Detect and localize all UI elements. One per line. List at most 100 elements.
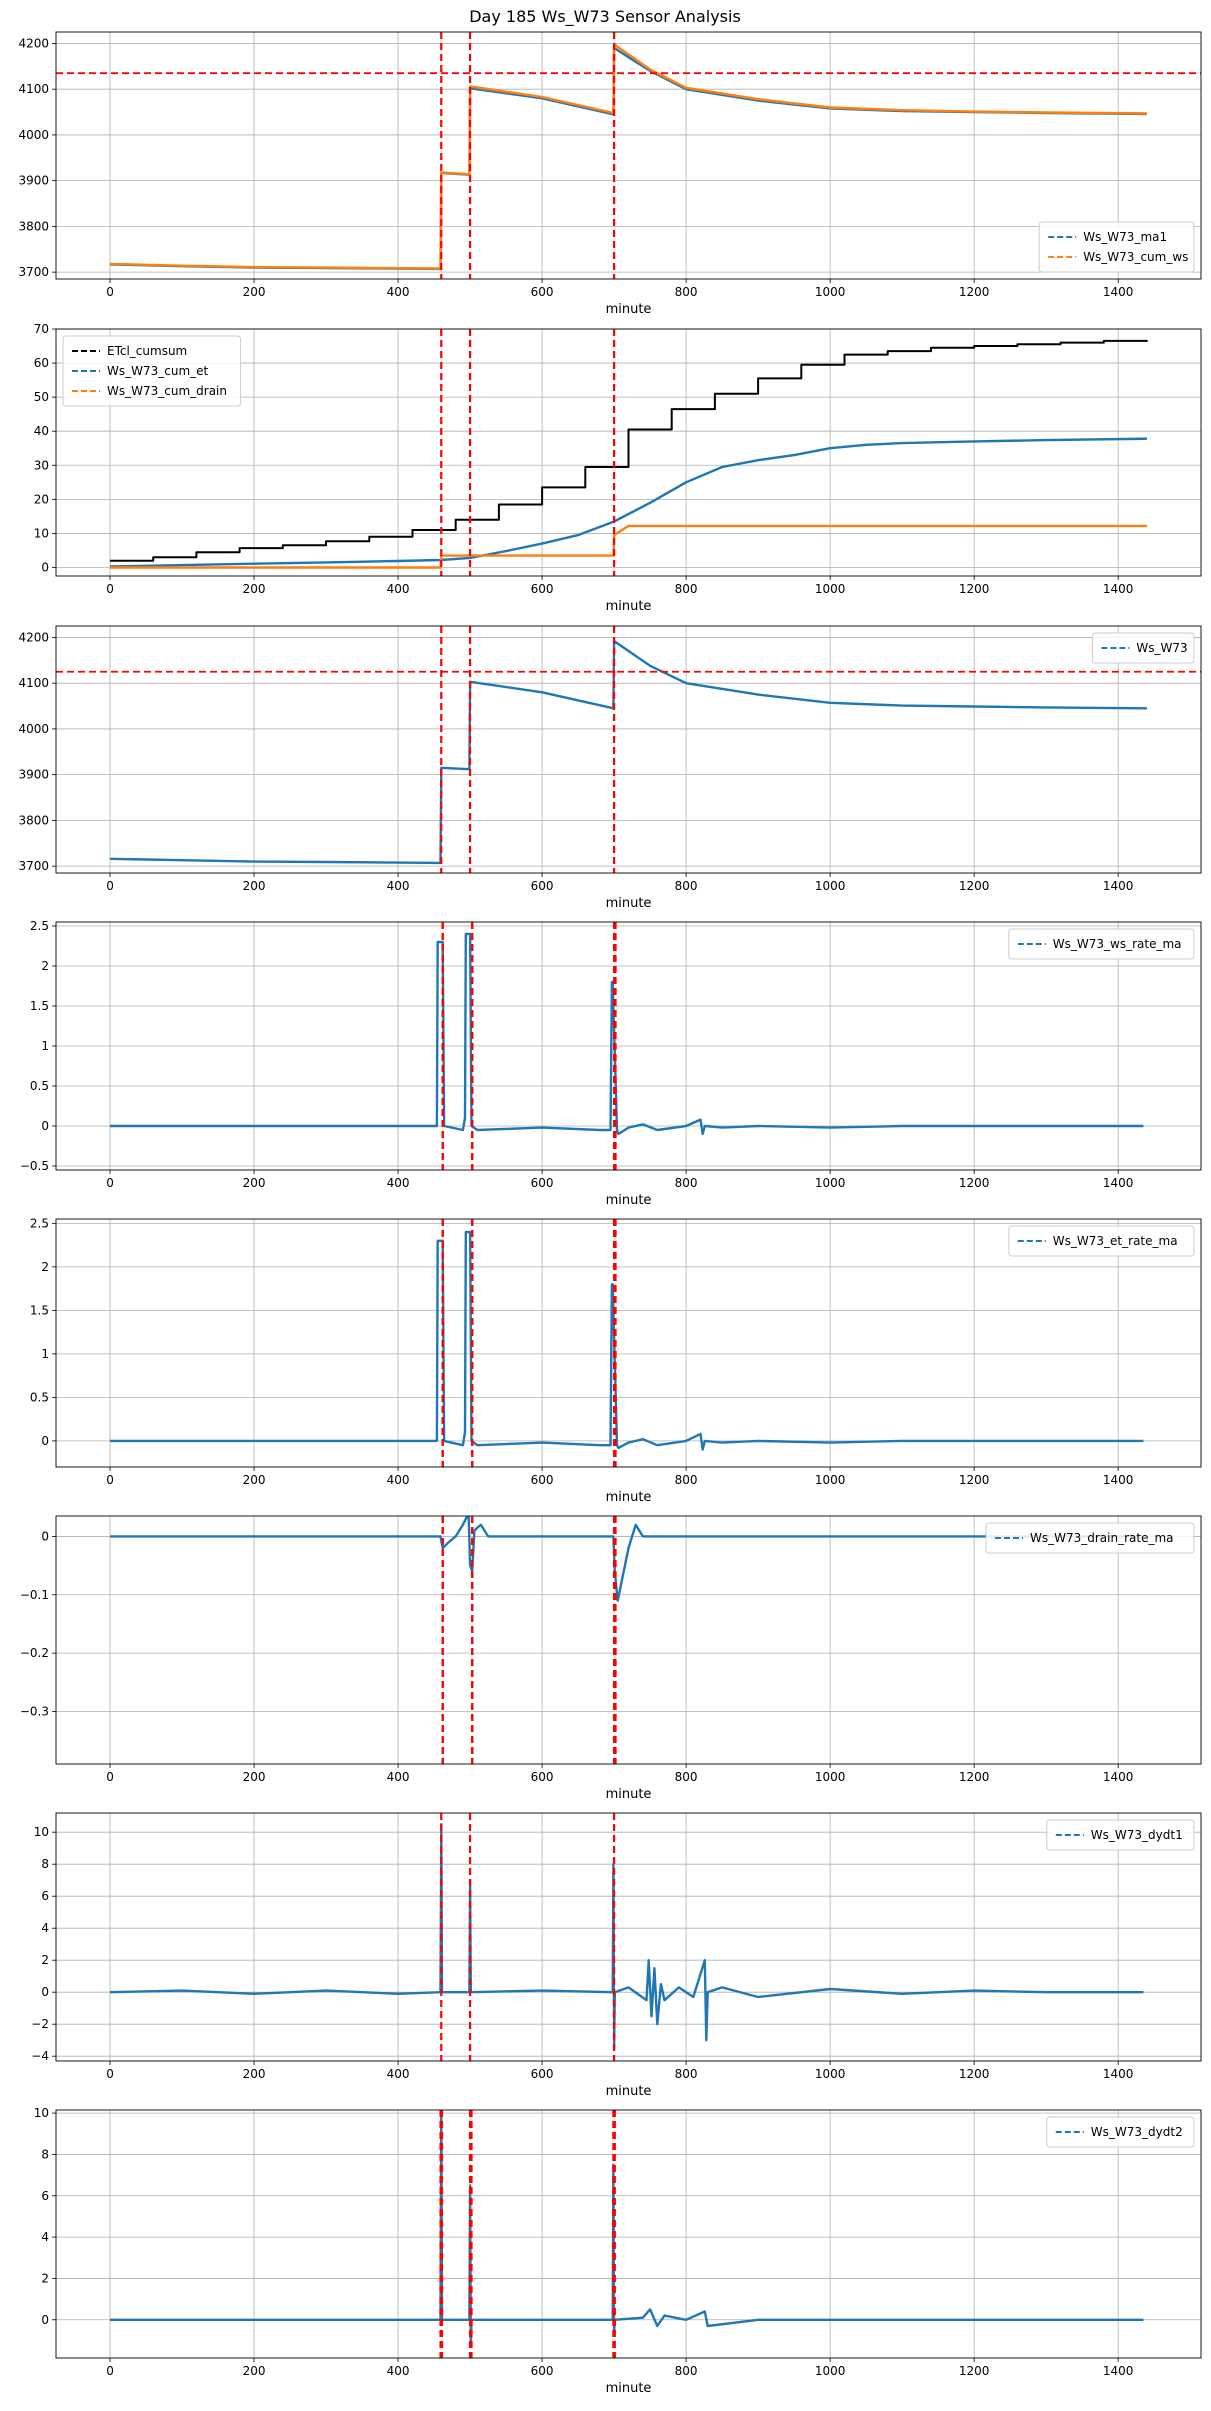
y-tick-label: 2.5 [30, 1216, 49, 1230]
x-tick-label: 200 [243, 582, 266, 596]
y-tick-label: 30 [34, 458, 49, 472]
legend-entry: Ws_W73_drain_rate_ma [1030, 1531, 1174, 1545]
y-tick-label: 0 [41, 1985, 49, 1999]
y-tick-label: 1 [41, 1039, 49, 1053]
x-tick-label: 1400 [1103, 2364, 1134, 2378]
x-tick-label: 1000 [815, 285, 846, 299]
legend-entry: Ws_W73_dydt1 [1091, 1828, 1183, 1842]
x-tick-label: 1400 [1103, 582, 1134, 596]
x-axis-label: minute [606, 2084, 652, 2099]
x-tick-label: 1000 [815, 2067, 846, 2081]
x-tick-label: 600 [531, 2364, 554, 2378]
axes-frame [55, 1218, 1202, 1468]
figure-title: Day 185 Ws_W73 Sensor Analysis [469, 7, 741, 27]
x-tick-label: 1200 [959, 582, 990, 596]
y-tick-label: 0.5 [30, 1390, 49, 1404]
y-tick-label: 1.5 [30, 999, 49, 1013]
legend-entry: Ws_W73_ma1 [1083, 230, 1167, 244]
x-tick-label: 1000 [815, 1770, 846, 1784]
subplot-5: 0 200 400 600 800 1000 1200 1400 0 0.5 1 1.5 2 2.5 min… [30, 1216, 1202, 1505]
plot-area [110, 1219, 1144, 1467]
x-tick-label: 200 [243, 879, 266, 893]
x-tick-label: 0 [106, 2067, 114, 2081]
legend-entry: Ws_W73_dydt2 [1091, 2125, 1183, 2139]
y-tick-label: 4 [41, 1921, 49, 1935]
plot-area [56, 626, 1201, 873]
y-tick-label: 4000 [18, 722, 49, 736]
x-tick-label: 400 [387, 2364, 410, 2378]
legend-box [985, 1522, 1195, 1554]
x-tick-label: 400 [387, 879, 410, 893]
x-tick-label: 400 [387, 1473, 410, 1487]
legend: Ws_W73_drain_rate_ma [985, 1522, 1195, 1554]
legend-box [1008, 1225, 1195, 1257]
y-tick-label: 0.5 [30, 1079, 49, 1093]
x-tick-label: 1400 [1103, 1176, 1134, 1190]
y-tick-label: −0.2 [20, 1646, 49, 1660]
y-tick-label: −2 [31, 2017, 49, 2031]
x-tick-label: 1000 [815, 1176, 846, 1190]
y-tick-label: 10 [34, 1825, 49, 1839]
x-axis-label: minute [606, 1193, 652, 1208]
x-tick-label: 1000 [815, 582, 846, 596]
x-tick-label: 0 [106, 1473, 114, 1487]
x-tick-label: 400 [387, 2067, 410, 2081]
x-tick-label: 0 [106, 582, 114, 596]
x-tick-label: 1400 [1103, 1473, 1134, 1487]
legend: ETcl_cumsum Ws_W73_cum_et Ws_W73_cum_drain [62, 335, 242, 407]
x-tick-label: 600 [531, 1473, 554, 1487]
y-tick-label: 2 [41, 1953, 49, 1967]
x-axis-label: minute [606, 1490, 652, 1505]
y-tick-label: 20 [34, 492, 49, 506]
y-tick-label: 3800 [18, 813, 49, 827]
x-tick-label: 800 [675, 1473, 698, 1487]
x-tick-label: 1200 [959, 1770, 990, 1784]
x-tick-label: 1200 [959, 2364, 990, 2378]
legend: Ws_W73_et_rate_ma [1008, 1225, 1195, 1257]
x-tick-label: 400 [387, 582, 410, 596]
y-tick-label: 2 [41, 2271, 49, 2285]
x-tick-label: 0 [106, 2364, 114, 2378]
x-tick-label: 600 [531, 1176, 554, 1190]
y-tick-label: 3900 [18, 768, 49, 782]
x-tick-label: 0 [106, 879, 114, 893]
plot-area [110, 1516, 1144, 1764]
y-tick-label: 1 [41, 1347, 49, 1361]
series-line-ws-w73-cum-et [109, 437, 1148, 568]
subplot-6: 0 200 400 600 800 1000 1200 1400 −0.3 −0.2 −0.1 0 mi… [20, 1515, 1202, 1802]
y-tick-label: 8 [41, 2147, 49, 2161]
x-tick-label: 0 [106, 1176, 114, 1190]
y-tick-label: 50 [34, 390, 49, 404]
legend-box [1046, 2116, 1195, 2148]
x-tick-label: 0 [106, 285, 114, 299]
y-tick-label: 0 [41, 560, 49, 574]
x-tick-label: 1200 [959, 1473, 990, 1487]
y-tick-label: 4100 [18, 676, 49, 690]
x-tick-label: 200 [243, 285, 266, 299]
y-tick-label: 3700 [18, 265, 49, 279]
y-tick-label: 10 [34, 2106, 49, 2120]
x-tick-label: 600 [531, 2067, 554, 2081]
axes-frame [55, 1515, 1202, 1765]
y-tick-label: 4 [41, 2230, 49, 2244]
x-axis-label: minute [606, 599, 652, 614]
x-tick-label: 400 [387, 285, 410, 299]
legend-entry: ETcl_cumsum [107, 344, 187, 358]
x-axis-label: minute [606, 1787, 652, 1802]
x-tick-label: 200 [243, 2067, 266, 2081]
legend-box [62, 335, 242, 407]
y-tick-label: −0.1 [20, 1588, 49, 1602]
y-tick-label: 8 [41, 1857, 49, 1871]
x-tick-label: 400 [387, 1770, 410, 1784]
x-tick-label: 800 [675, 582, 698, 596]
y-tick-label: 0 [41, 1529, 49, 1543]
legend-box [1008, 928, 1195, 960]
axes-frame [55, 31, 1202, 280]
y-tick-label: −0.3 [20, 1704, 49, 1718]
plot-area [110, 922, 1144, 1170]
x-tick-label: 800 [675, 879, 698, 893]
y-tick-label: 3700 [18, 859, 49, 873]
subplot-4: 0 200 400 600 800 1000 1200 1400 −0.5 0 0.5 1 1.5 2 2.… [20, 919, 1202, 1208]
plot-area [110, 2110, 1144, 2358]
